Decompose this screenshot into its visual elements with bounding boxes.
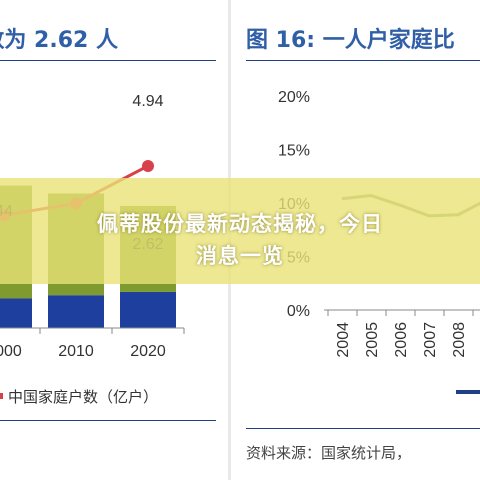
headline-line-1: 佩蒂股份最新动态揭秘，今日 [97, 212, 383, 236]
x-tick-label: 2007 [422, 322, 439, 358]
source-note: 资料来源：国家统计局， [246, 444, 412, 462]
right-footer-rule [246, 428, 480, 429]
right-title-rule [246, 60, 480, 61]
x-tick-label: 2020 [130, 343, 166, 360]
left-chart-title: 数为 2.62 人 [0, 28, 118, 53]
x-tick-label: 2006 [393, 322, 410, 358]
x-tick-label: 2010 [58, 343, 94, 360]
line-point [142, 159, 154, 172]
legend-swatch [0, 393, 3, 399]
bar-bottom-2020 [120, 291, 176, 328]
left-title-rule [0, 60, 216, 61]
legend-label: 中国家庭户数（亿户） [8, 389, 158, 406]
x-tick-label: 2005 [364, 322, 381, 358]
bar-bottom-2010 [48, 295, 104, 328]
x-tick-label: 2008 [451, 322, 468, 358]
right-chart-title: 图 16: 一人户家庭比 [246, 28, 455, 53]
headline-banner: 佩蒂股份最新动态揭秘，今日 消息一览 [0, 178, 480, 284]
left-footer-rule [0, 420, 216, 421]
bar-bottom-2000 [0, 298, 32, 328]
y-tick-label: 0% [287, 303, 310, 320]
x-tick-label: 2000 [0, 343, 22, 360]
y-tick-label: 20% [278, 89, 310, 106]
data-label: 4.94 [132, 93, 163, 110]
x-tick-label: 2004 [335, 322, 352, 358]
y-tick-label: 15% [278, 143, 310, 160]
headline-line-2: 消息一览 [196, 244, 284, 268]
